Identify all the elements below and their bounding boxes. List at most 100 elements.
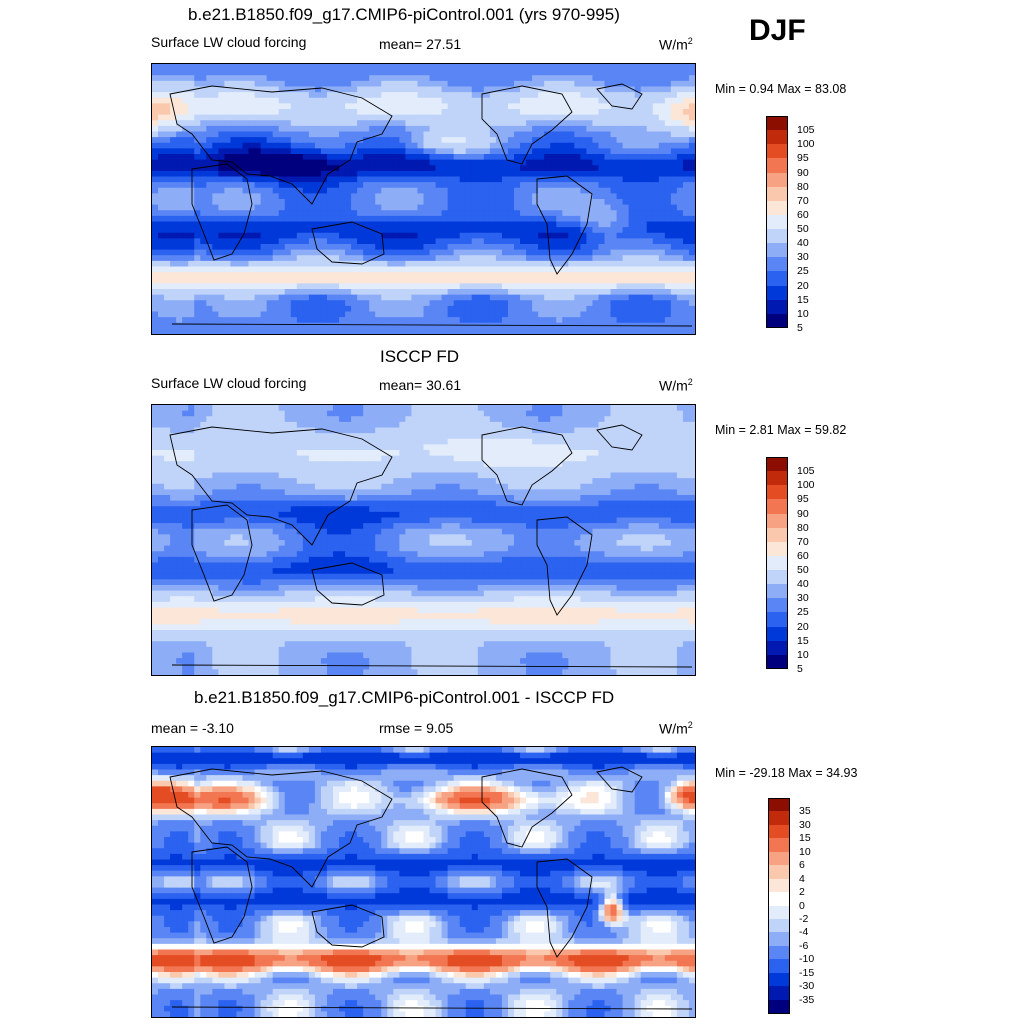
map-cell [550,410,557,417]
map-cell [544,433,551,440]
map-cell [477,266,485,273]
map-cell [381,204,388,211]
map-cell [393,148,400,155]
map-cell [212,215,219,223]
map-cell [351,86,358,93]
map-cell [441,421,449,429]
map-cell [224,75,232,82]
map-cell [574,244,581,251]
map-cell [520,170,527,178]
map-cell [254,227,262,234]
map-cell [393,328,400,334]
map-cell [320,109,328,116]
map-cell [296,187,304,194]
map-cell [369,193,376,200]
map-cell [658,137,666,144]
map-cell [278,142,286,149]
map-cell [423,433,431,440]
map-cell [296,266,304,273]
map-cell [387,328,394,334]
map-cell [495,69,503,76]
map-cell [345,92,352,99]
coastline [536,175,593,275]
map-cell [640,210,648,217]
map-cell [242,210,250,217]
map-cell [676,232,684,239]
map-cell [568,165,575,172]
map-cell [320,277,328,284]
map-cell [550,165,557,172]
map-cell [447,227,455,234]
map-cell [351,221,358,228]
map-cell [634,114,642,121]
map-cell [182,427,189,434]
map-cell [550,300,557,307]
map-cell [514,97,521,104]
map-cell [357,199,364,206]
map-cell [417,238,425,245]
map-cell [393,131,400,138]
map-cell [266,137,274,144]
map-cell [296,109,304,116]
map-cell [164,120,171,127]
map-cell [550,114,557,121]
map-cell [604,421,612,429]
map-cell [230,109,238,116]
map-cell [459,260,467,268]
map-cell [423,131,431,138]
map-cell [236,154,244,161]
map-cell [326,199,334,206]
map-cell [363,131,370,138]
map-cell [441,260,449,268]
map-cell [538,154,545,161]
map-cell [682,75,690,82]
map-cell [628,199,636,206]
map-cell [435,137,443,144]
map-cell [320,311,328,318]
map-cell [308,221,316,228]
map-cell [302,165,310,172]
map-cell [483,114,491,121]
map-cell [550,182,557,189]
map-cell [387,277,394,284]
map-cell [598,80,606,88]
map-cell [176,199,183,206]
map-cell [447,300,455,307]
map-cell [477,142,485,149]
map-cell [664,69,672,76]
map-cell [592,260,600,268]
map-cell [320,294,328,301]
map-cell [670,199,678,206]
map-cell [664,215,672,223]
map-cell [357,148,364,155]
map-cell [369,176,376,183]
map-cell [550,80,557,88]
map-cell [260,64,268,71]
map-cell [616,260,624,268]
map-cell [393,410,400,417]
map-cell [320,204,328,211]
map-cell [158,103,165,110]
map-cell [326,328,334,334]
map-cell [194,204,201,211]
map-cell [369,170,376,178]
map-cell [308,317,316,324]
map-cell [357,283,364,290]
map-cell [272,405,280,412]
map-cell [230,433,238,440]
map-cell [411,416,419,423]
map-cell [495,199,503,206]
map-cell [206,249,213,256]
map-cell [495,272,503,279]
map-cell [248,311,256,318]
map-cell [218,103,225,110]
map-cell [188,97,195,104]
map-cell [465,148,473,155]
map-cell [381,154,388,161]
map-cell [405,176,413,183]
map-cell [664,86,672,93]
map-cell [314,69,322,76]
map-cell [170,80,177,88]
map-cell [538,300,545,307]
map-cell [326,148,334,155]
